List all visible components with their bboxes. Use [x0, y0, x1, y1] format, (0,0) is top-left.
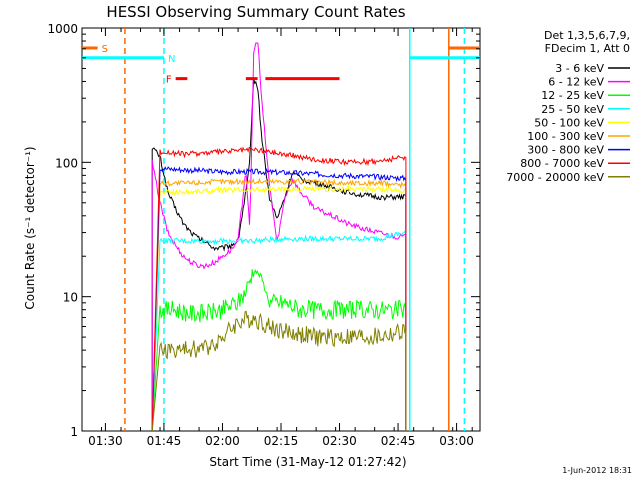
x-tick-label-7: 03:00	[439, 434, 474, 448]
legend-label-3: 12 - 25 keV	[541, 89, 604, 102]
legend-label-6: 100 - 300 keV	[527, 130, 604, 143]
series-line-7	[151, 166, 407, 432]
x-tick-label-3: 02:00	[205, 434, 240, 448]
chart-title: HESSI Observing Summary Count Rates	[106, 3, 405, 21]
series-line-6	[151, 177, 407, 432]
legend-label-4: 25 - 50 keV	[541, 103, 604, 116]
x-tick-label-4: 02:15	[264, 434, 299, 448]
y-axis-label: Count Rate (s⁻¹ detector⁻¹)	[23, 146, 37, 309]
y-tick-label-1: 1	[70, 425, 78, 439]
flag-label-N: N	[168, 54, 175, 65]
timestamp-label: 1-Jun-2012 18:31	[562, 466, 632, 475]
series-line-1	[151, 77, 407, 431]
legend-label-2: 6 - 12 keV	[548, 76, 604, 89]
series-line-8	[151, 146, 407, 432]
flag-label-F: F	[166, 75, 172, 86]
legend-header-1: Det 1,3,5,6,7,9,	[544, 29, 630, 42]
series-line-3	[151, 269, 407, 432]
legend-label-5: 50 - 100 keV	[534, 116, 604, 129]
x-tick-label-2: 01:45	[147, 434, 182, 448]
legend-label-9: 7000 - 20000 keV	[506, 171, 604, 184]
x-axis-label: Start Time (31-May-12 01:27:42)	[209, 455, 406, 469]
y-tick-label-3: 100	[55, 156, 78, 170]
x-tick-label-6: 02:45	[381, 434, 416, 448]
series-line-9	[151, 310, 407, 432]
legend-label-8: 800 - 7000 keV	[520, 157, 604, 170]
legend-label-1: 3 - 6 keV	[555, 62, 604, 75]
flag-bars: S NF	[82, 44, 480, 86]
y-tick-label-2: 10	[63, 291, 78, 305]
axis-ticks: 01:30 01:45 02:00 02:15 02:30 02:45 03:00 1 10 10…	[47, 22, 480, 448]
series-lines	[151, 42, 407, 432]
y-tick-label-4: 1000	[47, 22, 78, 36]
legend-header-2: FDecim 1, Att 0	[545, 42, 630, 55]
series-line-2	[151, 42, 407, 431]
x-tick-label-1: 01:30	[88, 434, 123, 448]
plot-frame	[81, 27, 481, 432]
legend-label-7: 300 - 800 keV	[527, 144, 604, 157]
series-line-5	[151, 185, 407, 432]
vertical-markers	[124, 28, 466, 431]
series-line-4	[151, 230, 407, 432]
x-tick-label-5: 02:30	[322, 434, 357, 448]
flag-label-S: S	[102, 44, 108, 55]
